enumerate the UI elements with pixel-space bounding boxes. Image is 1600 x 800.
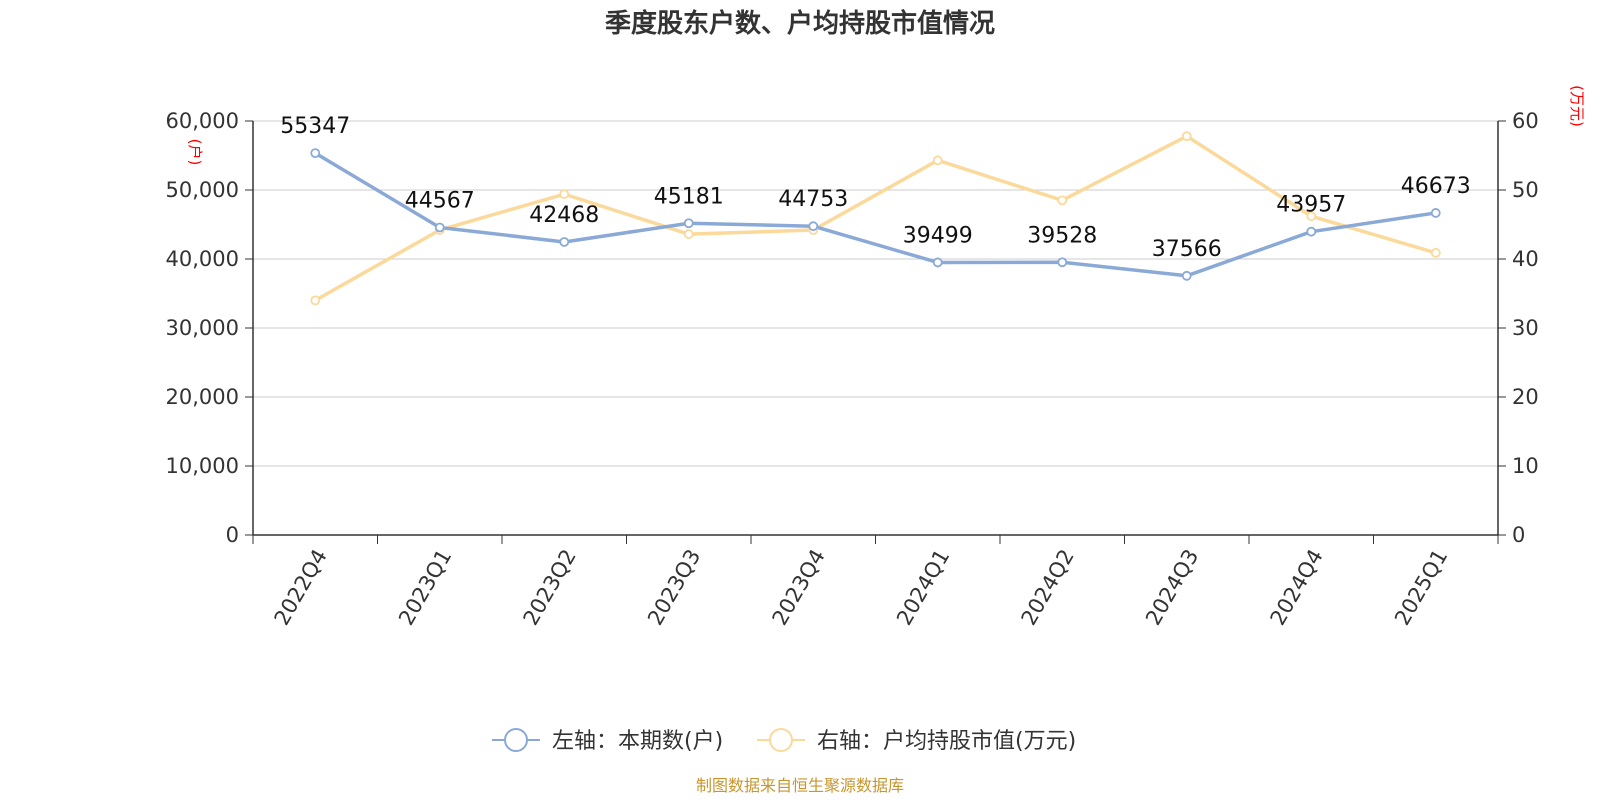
x-axis-tick-label: 2023Q1	[394, 545, 456, 629]
series-1-data-label: 43957	[1276, 193, 1346, 218]
x-axis-tick-label: 2023Q2	[518, 545, 580, 629]
series-2-point	[559, 189, 570, 200]
x-axis-tick-label: 2024Q1	[892, 545, 954, 629]
legend-series1-label: 左轴：本期数(户)	[552, 729, 723, 754]
series-1-point	[559, 237, 570, 247]
x-axis-tick-label: 2024Q4	[1265, 545, 1327, 629]
series-1-data-label: 37566	[1152, 237, 1222, 262]
series-1-point	[808, 221, 819, 232]
series-2-point	[1181, 131, 1192, 142]
series-2-point	[1057, 195, 1068, 206]
series-1-point	[683, 218, 694, 229]
series-2-line	[314, 134, 1437, 302]
right-axis-tick-label: 60	[1512, 109, 1539, 133]
series-2-point	[1306, 211, 1317, 222]
legend-series2-marker	[769, 728, 793, 752]
x-axis-tick-label: 2024Q3	[1141, 545, 1203, 629]
legend-item-series2[interactable]: 右轴：户均持股市值(万元)	[757, 728, 1076, 754]
right-axis-unit: (万元)	[1568, 85, 1586, 127]
right-axis-tick-label: 50	[1512, 178, 1539, 202]
left-axis-tick-label: 10,000	[166, 454, 239, 478]
series-1-data-label: 46673	[1401, 174, 1471, 199]
series-1-data-label: 42468	[529, 203, 599, 228]
series-1-line	[314, 151, 1437, 278]
left-axis-tick-label: 20,000	[166, 385, 239, 409]
series-1-point	[1430, 208, 1441, 218]
series-1-data-label: 44567	[405, 188, 475, 213]
series-1-point	[1057, 257, 1068, 268]
series-1-data-label: 44753	[778, 187, 848, 212]
left-axis-tick-label: 0	[226, 523, 239, 547]
legend-series1-marker	[504, 728, 528, 752]
series-1-data-label: 55347	[280, 114, 350, 139]
legend-item-series1[interactable]: 左轴：本期数(户)	[492, 728, 723, 754]
right-axis-tick-label: 40	[1512, 247, 1539, 271]
left-axis-unit: (户)	[186, 139, 204, 166]
left-axis-tick-label: 40,000	[166, 247, 239, 271]
right-axis-tick-label: 30	[1512, 316, 1539, 340]
series-2-point	[683, 229, 694, 240]
series-1-point	[1306, 226, 1317, 237]
right-axis-tick-label: 0	[1512, 523, 1525, 547]
x-axis-tick-label: 2025Q1	[1390, 545, 1452, 629]
series-1-point	[932, 257, 943, 268]
series-1-data-label: 45181	[654, 184, 724, 209]
left-axis-tick-label: 50,000	[166, 178, 239, 202]
chart-title: 季度股东户数、户均持股市值情况	[605, 8, 995, 39]
right-axis-tick-label: 20	[1512, 385, 1539, 409]
legend: 左轴：本期数(户) 右轴：户均持股市值(万元)	[492, 728, 1076, 754]
x-axis-tick-label: 2023Q4	[767, 545, 829, 629]
series-1-point	[434, 222, 445, 233]
right-axis-tick-label: 10	[1512, 454, 1539, 478]
series-1-data-label: 39499	[903, 223, 973, 248]
series-layer: 55347 44567 42468 45181 44753 39499 39528 37566…	[280, 114, 1471, 306]
series-2-point	[1430, 247, 1441, 258]
series-1-point	[310, 148, 321, 159]
series-2-point	[932, 155, 943, 166]
x-axis-tick-label: 2024Q2	[1016, 545, 1078, 629]
source-note: 制图数据来自恒生聚源数据库	[696, 776, 904, 795]
gridlines	[253, 120, 1498, 467]
legend-series2-label: 右轴：户均持股市值(万元)	[817, 729, 1076, 754]
x-axis-tick-label: 2022Q4	[269, 545, 331, 629]
series-1-point	[1181, 270, 1192, 281]
x-axis-tick-label: 2023Q3	[643, 545, 705, 629]
series-1-data-label: 39528	[1027, 223, 1097, 248]
left-axis-tick-label: 60,000	[166, 109, 239, 133]
series-2-point	[310, 295, 321, 306]
left-axis-tick-label: 30,000	[166, 316, 239, 340]
